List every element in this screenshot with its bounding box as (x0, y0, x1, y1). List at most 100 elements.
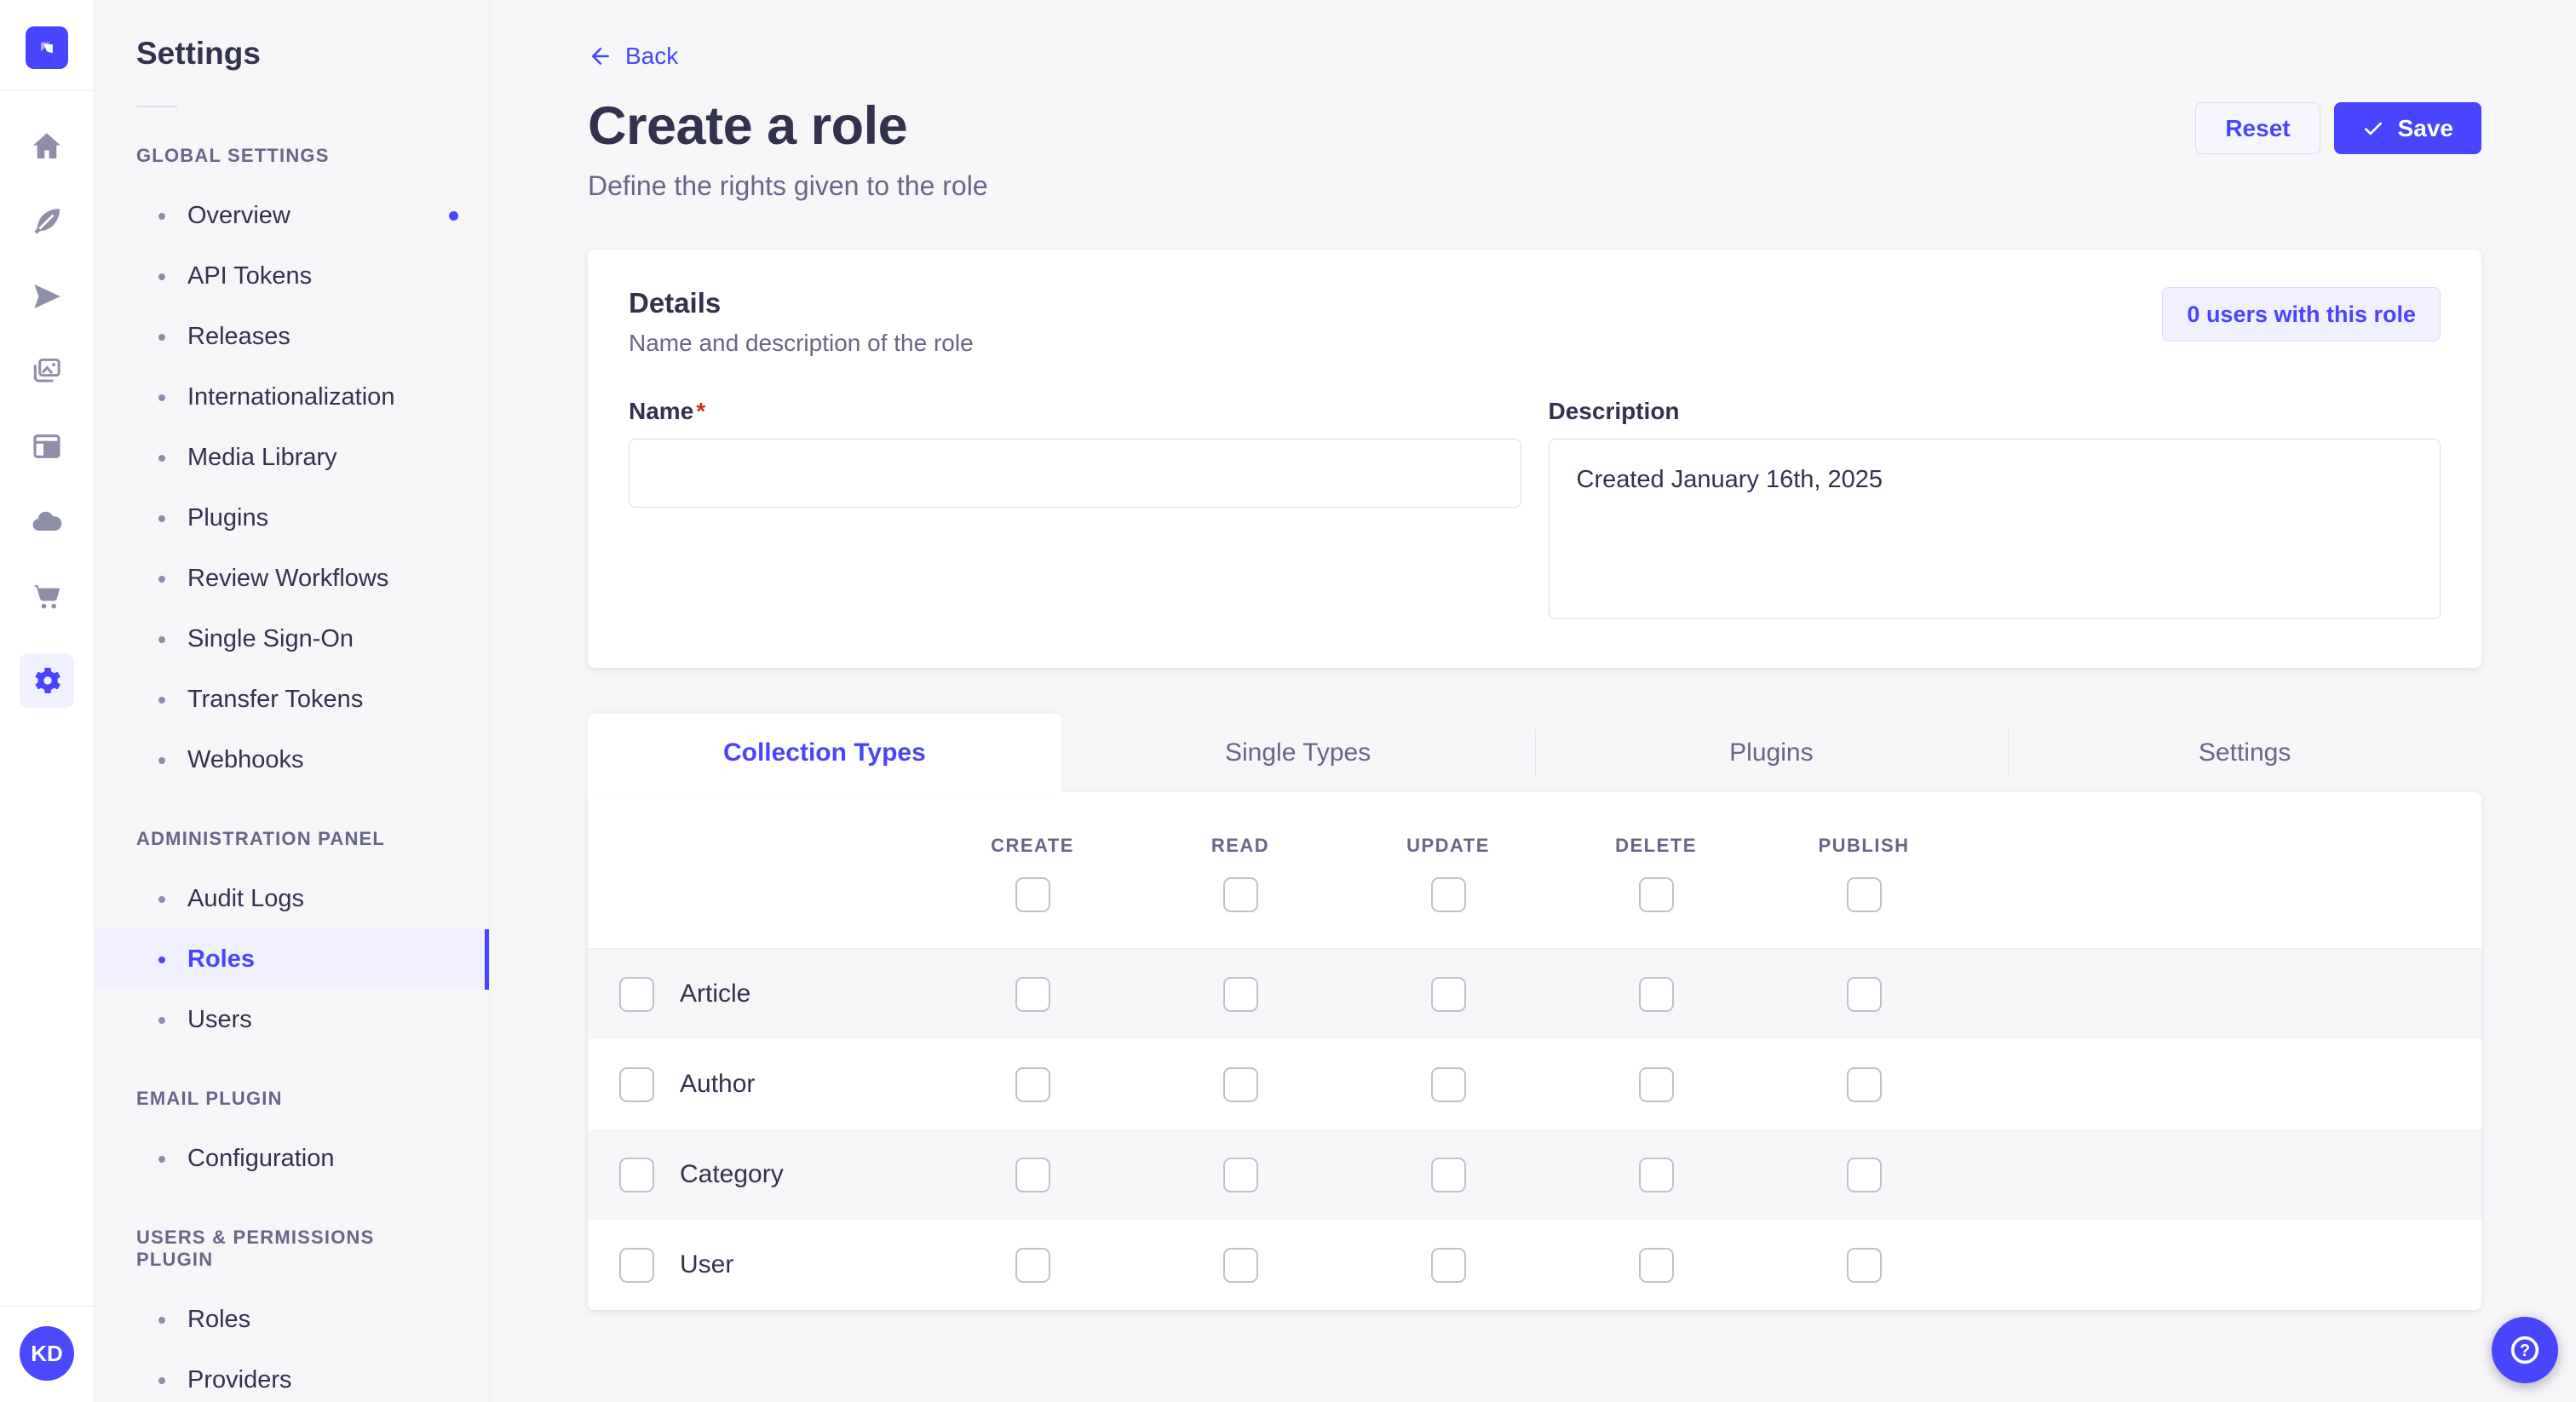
main-content: Back Create a role Define the rights giv… (490, 0, 2576, 1310)
icon-rail: KD (0, 0, 95, 1402)
article-delete-checkbox[interactable] (1638, 976, 1674, 1012)
back-link[interactable]: Back (588, 43, 678, 70)
help-button[interactable]: ? (2492, 1317, 2558, 1383)
tab-plugins[interactable]: Plugins (1534, 714, 2009, 792)
category-read-checkbox[interactable] (1222, 1157, 1258, 1192)
sidebar-item-label: Audit Logs (187, 885, 305, 912)
row-label: Category (680, 1160, 784, 1188)
tab-single-types[interactable]: Single Types (1225, 738, 1371, 767)
send-icon[interactable] (29, 279, 65, 314)
user-avatar[interactable]: KD (20, 1326, 74, 1381)
author-read-checkbox[interactable] (1222, 1066, 1258, 1102)
subnav-title: Settings (136, 36, 261, 71)
sidebar-item-webhooks[interactable]: Webhooks (95, 730, 489, 790)
sidebar-item-label: Releases (187, 323, 290, 350)
reset-button[interactable]: Reset (2195, 102, 2320, 154)
row-select-checkbox[interactable] (619, 1066, 654, 1102)
question-icon: ? (2510, 1336, 2539, 1365)
row-label: Author (680, 1070, 756, 1098)
author-delete-checkbox[interactable] (1638, 1066, 1674, 1102)
sidebar-item-label: Users (187, 1006, 252, 1033)
sidebar-item-label: Overview (187, 202, 290, 229)
select-all-update-checkbox[interactable] (1430, 877, 1466, 912)
user-publish-checkbox[interactable] (1846, 1247, 1882, 1283)
select-all-publish-checkbox[interactable] (1846, 877, 1882, 912)
bullet-icon (158, 956, 165, 963)
cloud-icon[interactable] (29, 503, 65, 539)
bullet-icon (158, 394, 165, 401)
description-label: Description (1548, 398, 1680, 424)
category-create-checkbox[interactable] (1015, 1157, 1050, 1192)
author-publish-checkbox[interactable] (1846, 1066, 1882, 1102)
column-header-publish: PUBLISH (1818, 835, 1910, 856)
table-row-author: Author (588, 1039, 2481, 1129)
sidebar-item-label: Single Sign-On (187, 625, 354, 652)
user-update-checkbox[interactable] (1430, 1247, 1466, 1283)
permissions-table-header: CREATE READ UPDATE DELETE PUBLISH (588, 792, 2481, 949)
row-select-checkbox[interactable] (619, 976, 654, 1012)
user-read-checkbox[interactable] (1222, 1247, 1258, 1283)
home-icon[interactable] (29, 129, 65, 164)
article-update-checkbox[interactable] (1430, 976, 1466, 1012)
column-header-create: CREATE (991, 835, 1074, 856)
nav-section-global-settings: GLOBAL SETTINGS Overview API Tokens Rele… (95, 145, 489, 790)
bullet-icon (158, 454, 165, 462)
bullet-icon (158, 333, 165, 341)
article-create-checkbox[interactable] (1015, 976, 1050, 1012)
select-all-create-checkbox[interactable] (1015, 877, 1050, 912)
strapi-logo[interactable] (26, 26, 68, 69)
select-all-delete-checkbox[interactable] (1638, 877, 1674, 912)
select-all-read-checkbox[interactable] (1222, 877, 1258, 912)
author-update-checkbox[interactable] (1430, 1066, 1466, 1102)
sidebar-item-plugins[interactable]: Plugins (95, 488, 489, 549)
svg-text:?: ? (2520, 1342, 2530, 1360)
article-publish-checkbox[interactable] (1846, 976, 1882, 1012)
cart-icon[interactable] (29, 578, 65, 614)
name-field[interactable] (629, 439, 1521, 508)
users-with-role-badge[interactable]: 0 users with this role (2162, 287, 2441, 342)
table-row-article: Article (588, 949, 2481, 1039)
sidebar-item-overview[interactable]: Overview (95, 186, 489, 246)
nav-section-label: USERS & PERMISSIONS PLUGIN (136, 1227, 375, 1270)
sidebar-item-internationalization[interactable]: Internationalization (95, 367, 489, 428)
user-delete-checkbox[interactable] (1638, 1247, 1674, 1283)
sidebar-item-users[interactable]: Users (95, 990, 489, 1050)
sidebar-item-up-roles[interactable]: Roles (95, 1290, 489, 1350)
sidebar-item-label: Internationalization (187, 383, 395, 411)
category-update-checkbox[interactable] (1430, 1157, 1466, 1192)
category-delete-checkbox[interactable] (1638, 1157, 1674, 1192)
sidebar-item-providers[interactable]: Providers (95, 1350, 489, 1402)
sidebar-item-api-tokens[interactable]: API Tokens (95, 246, 489, 307)
sidebar-item-label: Plugins (187, 504, 269, 531)
sidebar-item-single-sign-on[interactable]: Single Sign-On (95, 609, 489, 669)
user-create-checkbox[interactable] (1015, 1247, 1050, 1283)
sidebar-item-audit-logs[interactable]: Audit Logs (95, 869, 489, 929)
bullet-icon (158, 1016, 165, 1024)
tab-settings[interactable]: Settings (2008, 714, 2481, 792)
permissions-tabbar: Collection Types Single Types Plugins Se… (588, 714, 2481, 792)
bullet-icon (158, 1376, 165, 1384)
sidebar-item-roles[interactable]: Roles (95, 929, 489, 990)
feather-icon[interactable] (29, 204, 65, 239)
gear-icon[interactable] (20, 653, 74, 708)
row-select-checkbox[interactable] (619, 1247, 654, 1283)
sidebar-item-transfer-tokens[interactable]: Transfer Tokens (95, 669, 489, 730)
author-create-checkbox[interactable] (1015, 1066, 1050, 1102)
save-button[interactable]: Save (2333, 102, 2481, 154)
tab-collection-types[interactable]: Collection Types (588, 714, 1061, 792)
article-read-checkbox[interactable] (1222, 976, 1258, 1012)
description-field[interactable]: Created January 16th, 2025 (1548, 439, 2441, 619)
arrow-left-icon (592, 48, 609, 65)
sidebar-item-label: Webhooks (187, 746, 304, 773)
images-icon[interactable] (29, 353, 65, 389)
bullet-icon (158, 1316, 165, 1324)
sidebar-item-configuration[interactable]: Configuration (95, 1129, 489, 1189)
category-publish-checkbox[interactable] (1846, 1157, 1882, 1192)
sidebar-item-label: Roles (187, 1306, 251, 1333)
sidebar-item-releases[interactable]: Releases (95, 307, 489, 367)
sidebar-item-media-library[interactable]: Media Library (95, 428, 489, 488)
row-select-checkbox[interactable] (619, 1157, 654, 1192)
bullet-icon (158, 273, 165, 280)
layout-icon[interactable] (29, 428, 65, 464)
sidebar-item-review-workflows[interactable]: Review Workflows (95, 549, 489, 609)
